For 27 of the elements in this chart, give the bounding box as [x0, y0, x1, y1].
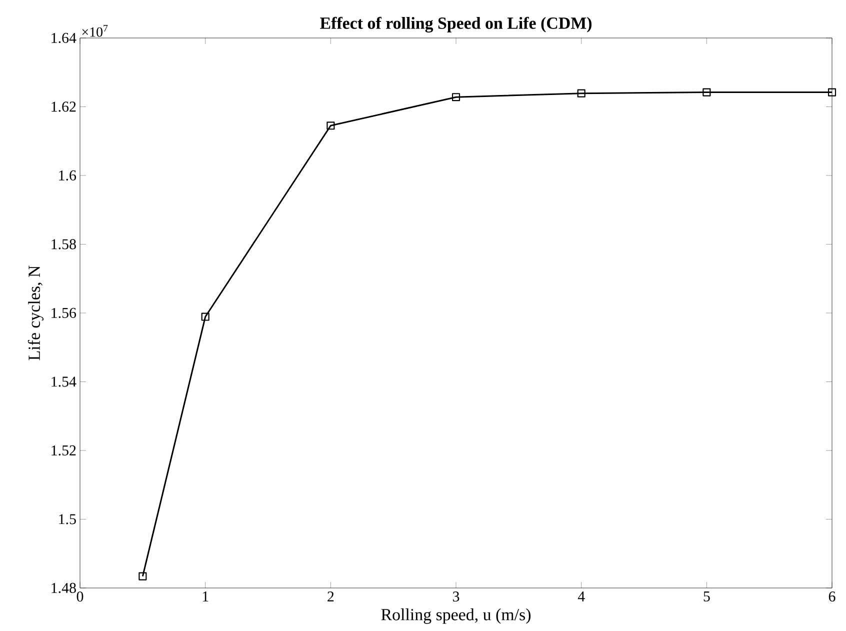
x-tick-label: 0 — [76, 592, 84, 602]
x-tick-label: 2 — [328, 592, 334, 602]
chart-title: Effect of rolling Speed on Life (CDM) — [320, 16, 592, 32]
point — [326, 122, 335, 130]
y-tick-label: 1.62 — [52, 102, 76, 112]
point — [452, 93, 460, 102]
y-tick-label: 1.58 — [52, 239, 76, 250]
y-axis-title: Life cycles, N — [28, 266, 44, 360]
x-axis-title: Rolling speed, u (m/s) — [381, 608, 531, 624]
y-tick-label: 1.54 — [52, 376, 76, 387]
x-tick-label: 3 — [452, 592, 460, 602]
x-tick-label: 5 — [704, 592, 710, 602]
y-tick-label: 1.64 — [52, 32, 76, 44]
point — [828, 88, 836, 96]
y-tick-label: 1.56 — [52, 308, 76, 318]
x-tick-label: 6 — [828, 592, 836, 602]
x-tick-label: 1 — [202, 592, 208, 602]
x-tick-label: 4 — [578, 592, 585, 602]
point — [702, 88, 711, 96]
y-tick-label: 1.5 — [59, 514, 76, 524]
point — [577, 89, 586, 98]
text: ×10$^{7}$ — [82, 25, 108, 37]
y-tick-label: 1.6 — [59, 170, 76, 181]
y-tick-label: 1.52 — [52, 445, 76, 456]
y-tick-label: 1.48 — [52, 582, 76, 594]
point — [201, 312, 210, 321]
point — [138, 572, 147, 580]
